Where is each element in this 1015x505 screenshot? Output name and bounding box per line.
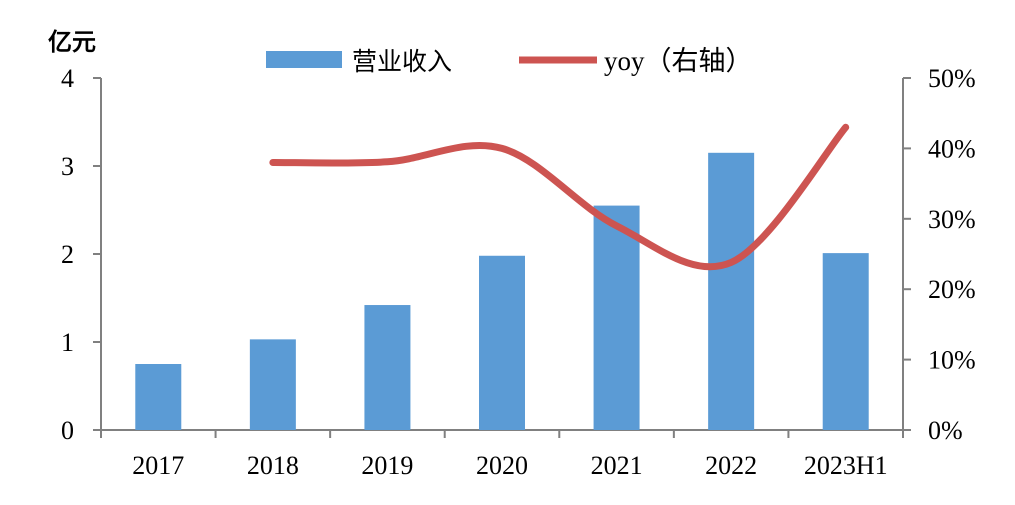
revenue-bar [249, 339, 296, 430]
x-axis-tick-label: 2023H1 [804, 451, 888, 480]
x-axis-tick-label: 2018 [247, 451, 299, 480]
left-axis-tick-label: 2 [61, 240, 74, 269]
x-axis-tick-label: 2022 [705, 451, 757, 480]
x-axis-tick-label: 2021 [591, 451, 643, 480]
right-axis-tick-label: 50% [928, 64, 976, 93]
right-axis-tick-label: 10% [928, 346, 976, 375]
revenue-bars [135, 152, 869, 431]
yoy-line-series [269, 123, 850, 271]
left-axis-tick-label: 0 [61, 416, 74, 445]
revenue-bar [593, 205, 640, 430]
revenue-bar [479, 255, 525, 430]
right-axis-tick-label: 40% [928, 134, 976, 163]
legend-bar-swatch [266, 51, 342, 68]
left-axis-unit-label: 亿元 [48, 28, 96, 56]
left-y-axis: 0 1 2 3 4 [61, 64, 102, 445]
left-axis-tick-label: 3 [61, 152, 74, 181]
left-axis-tick-label: 4 [61, 64, 74, 93]
right-axis-tick-label: 30% [928, 205, 976, 234]
right-axis-tick-label: 0% [928, 416, 963, 445]
revenue-bar [822, 253, 869, 430]
x-axis-tick-label: 2017 [132, 451, 184, 480]
left-axis-tick-label: 1 [61, 328, 74, 357]
revenue-bar [364, 305, 411, 430]
legend-bar-label: 营业收入 [352, 47, 452, 76]
x-axis-tick-label: 2020 [476, 451, 528, 480]
x-axis: 2017 2018 2019 2020 2021 2022 2023H1 [100, 429, 904, 480]
revenue-bar [135, 364, 182, 430]
revenue-bar [708, 152, 755, 431]
legend: 营业收入 yoy（右轴） [266, 46, 753, 76]
right-axis-tick-label: 20% [928, 275, 976, 304]
legend-line-label: yoy（右轴） [604, 46, 753, 76]
x-axis-tick-label: 2019 [361, 451, 413, 480]
yoy-line [269, 123, 850, 271]
right-y-axis: 0% 10% 20% 30% 40% 50% [902, 64, 976, 445]
